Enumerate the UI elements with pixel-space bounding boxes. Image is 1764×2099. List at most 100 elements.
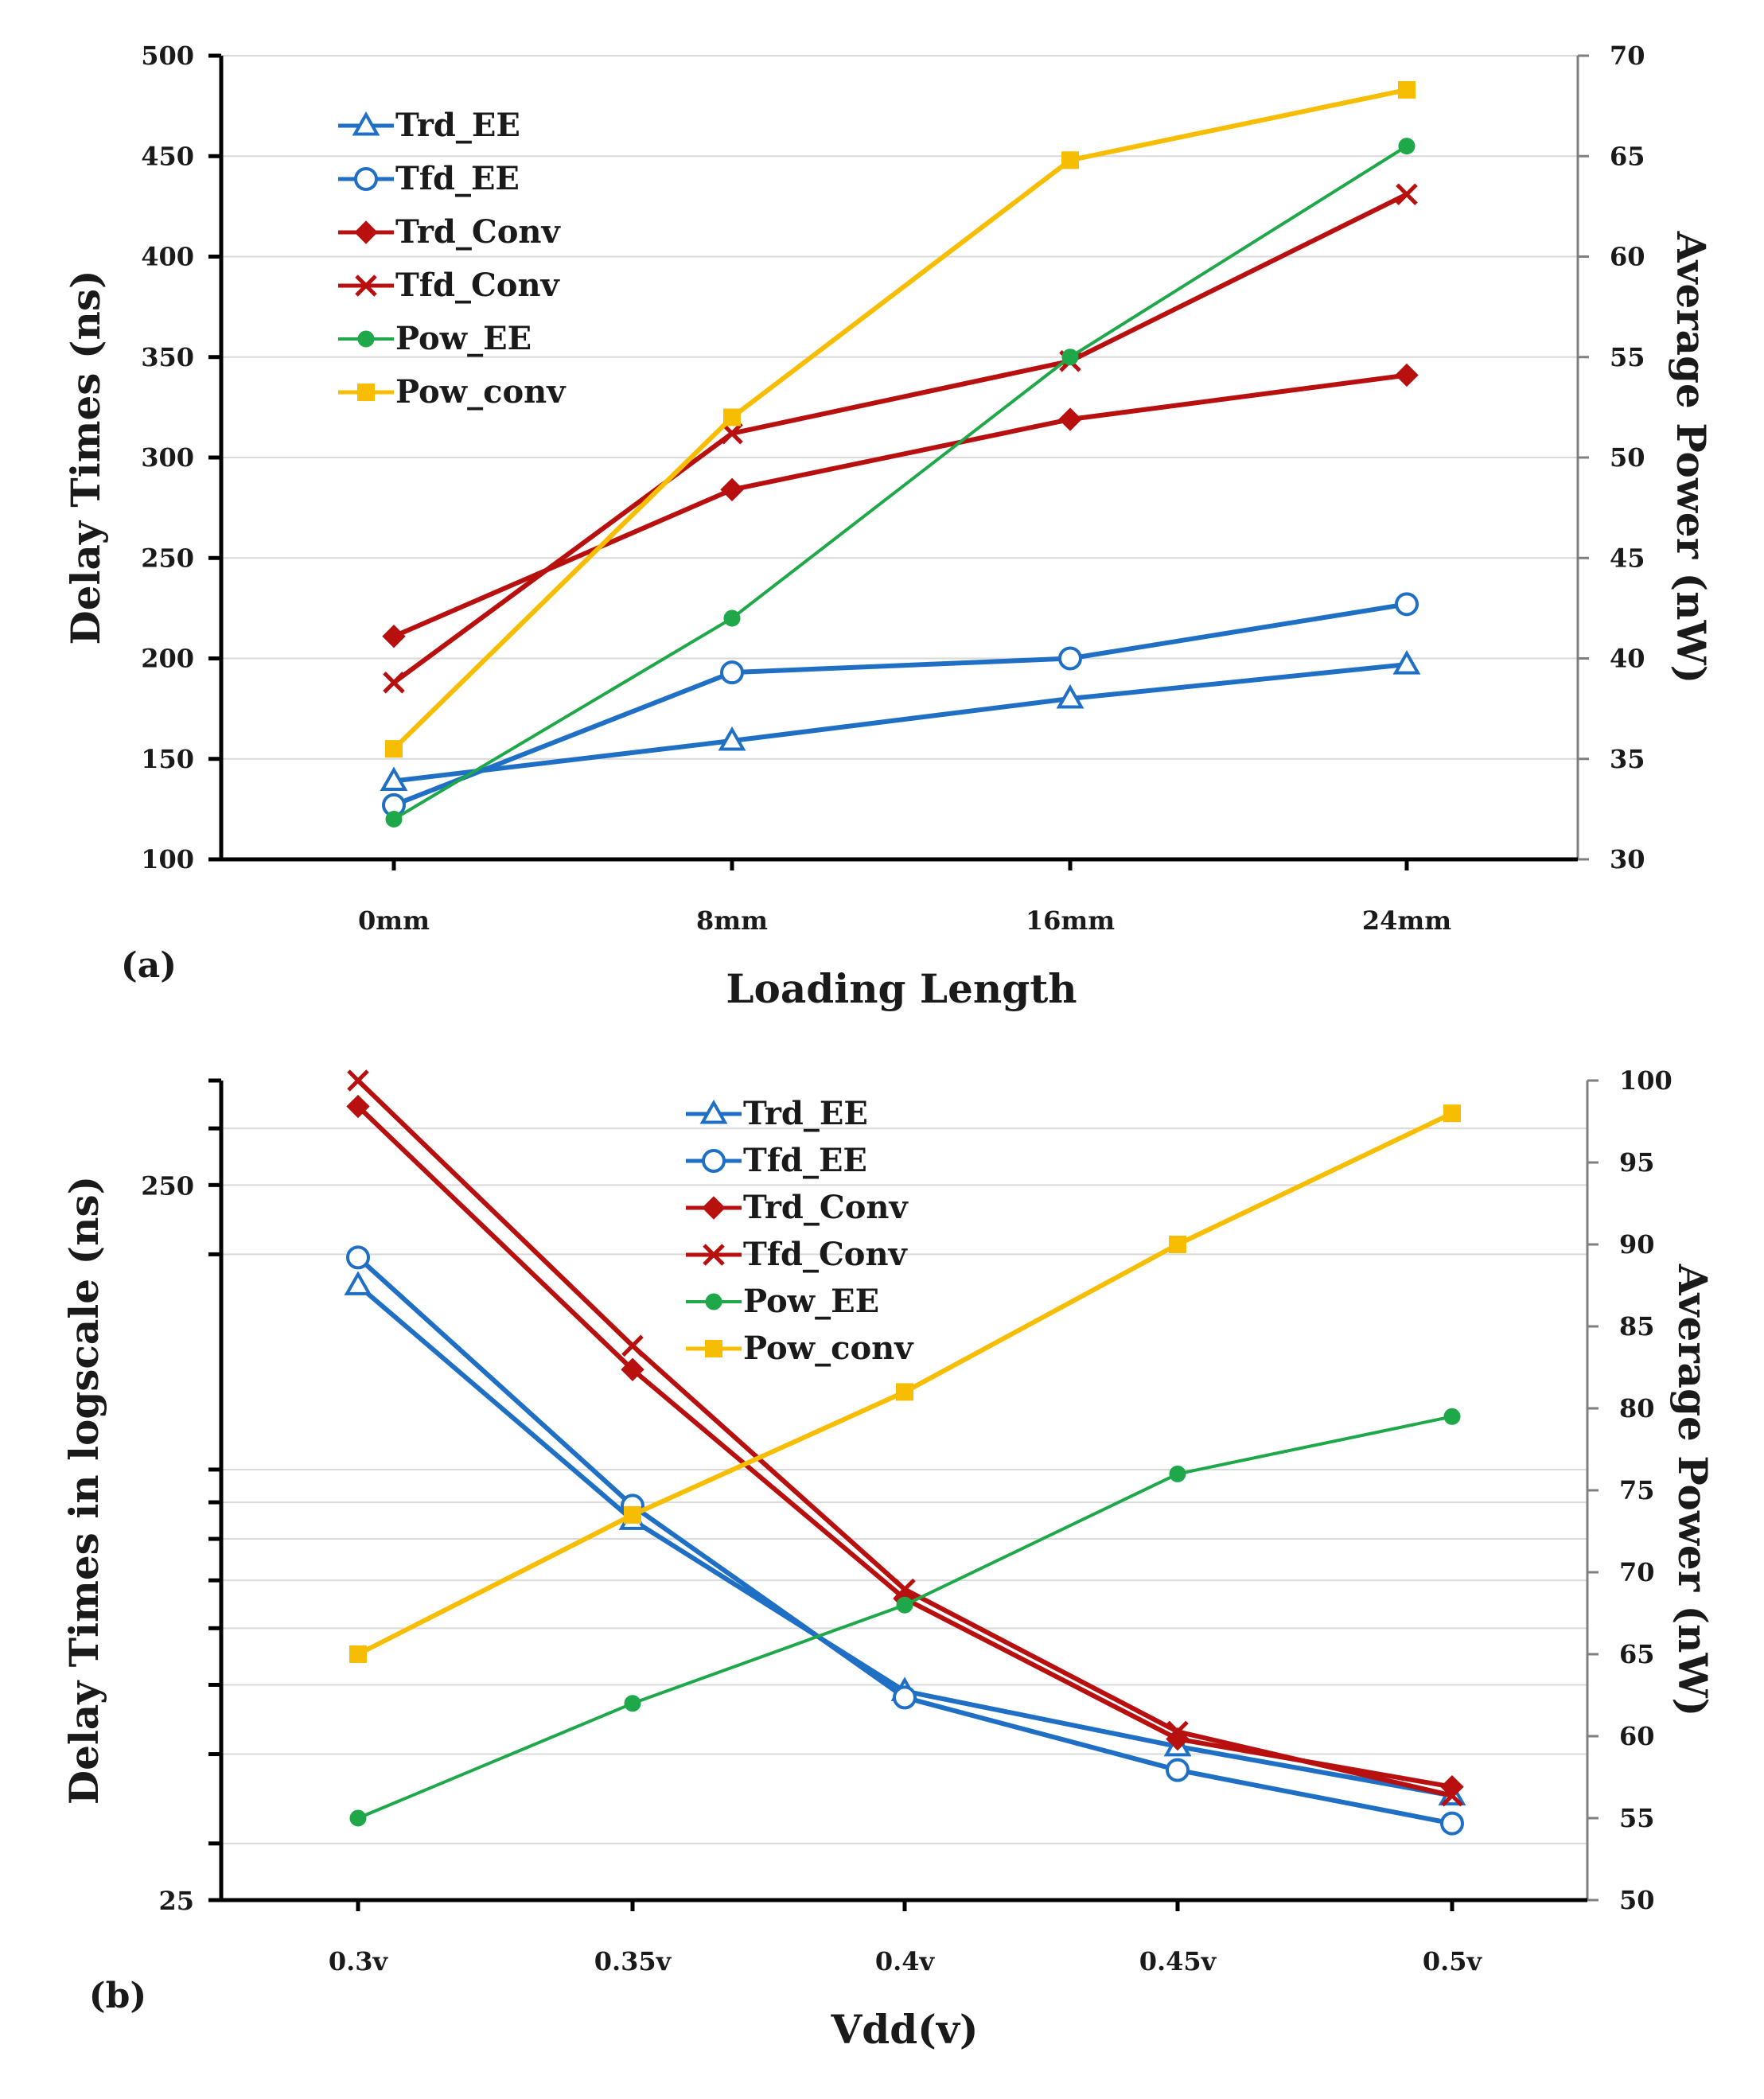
left-tick-label: 500 bbox=[141, 41, 194, 71]
chart-b-vdd: 50 55 60 65 70 75 80 85 90 95 100 Average Power (nW… bbox=[60, 1065, 1716, 2053]
series-line-Pow_EE bbox=[392, 144, 1408, 821]
legend: Trd_EE Tfd_EE Trd_Conv Tfd_Conv Pow_EE Pow_co… bbox=[686, 1095, 914, 1367]
left-tick-label: 250 bbox=[141, 1170, 194, 1201]
legend-label: Trd_EE bbox=[743, 1095, 868, 1132]
data-point-Pow_EE bbox=[1443, 1408, 1461, 1425]
x-axis: 0.3v 0.35v 0.4v 0.45v 0.5v bbox=[221, 1898, 1587, 1976]
legend: Trd_EE Tfd_EE Trd_Conv Tfd_Conv Pow_EE Pow_co… bbox=[338, 107, 567, 411]
left-tick-label: 200 bbox=[141, 644, 194, 674]
data-point-Pow_conv bbox=[624, 1505, 641, 1524]
data-point-Trd_Conv bbox=[382, 625, 406, 648]
legend-item: Tfd_EE bbox=[338, 160, 520, 197]
legend-marker bbox=[355, 275, 377, 297]
data-point-Tfd_Conv bbox=[721, 422, 743, 445]
legend-item: Trd_Conv bbox=[686, 1189, 909, 1226]
data-point-Tfd_Conv bbox=[1396, 183, 1418, 205]
right-tick-label: 95 bbox=[1619, 1147, 1655, 1178]
data-point-Pow_EE bbox=[723, 609, 741, 627]
legend-label: Trd_EE bbox=[395, 107, 520, 144]
legend-label: Tfd_Conv bbox=[395, 267, 561, 304]
data-point-Pow_conv bbox=[1061, 151, 1079, 169]
right-tick-label: 70 bbox=[1619, 1557, 1655, 1587]
left-tick-label: 450 bbox=[141, 141, 194, 171]
gridlines bbox=[221, 55, 1578, 760]
x-tick-label: 16mm bbox=[1026, 905, 1115, 936]
left-tick-label: 100 bbox=[141, 844, 194, 874]
legend-marker bbox=[699, 1099, 728, 1124]
data-point-Pow_EE bbox=[624, 1695, 641, 1712]
data-point-Pow_EE bbox=[896, 1596, 913, 1614]
right-tick-label: 55 bbox=[1610, 342, 1645, 372]
right-tick-label: 45 bbox=[1610, 543, 1645, 573]
legend-marker bbox=[354, 220, 378, 244]
series-line-Trd_EE bbox=[393, 662, 1408, 784]
right-tick-label: 65 bbox=[1610, 141, 1645, 171]
x-tick-label: 24mm bbox=[1362, 905, 1451, 936]
data-point-Pow_conv bbox=[1169, 1236, 1186, 1253]
panel-label: (b) bbox=[89, 1976, 146, 2016]
data-point-Tfd_Conv bbox=[1166, 1720, 1189, 1743]
x-tick-label: 0mm bbox=[358, 905, 430, 936]
legend-marker bbox=[357, 384, 375, 401]
legend-marker bbox=[354, 167, 378, 191]
data-point-Tfd_Conv bbox=[894, 1578, 916, 1601]
legend-item: Trd_Conv bbox=[338, 213, 561, 251]
right-axis-title: Average Power (nW) bbox=[1669, 1264, 1716, 1717]
data-point-Tfd_EE bbox=[1395, 592, 1419, 617]
data-point-Trd_EE bbox=[1056, 683, 1084, 709]
left-tick-label: 350 bbox=[141, 342, 194, 372]
legend-marker bbox=[702, 1196, 726, 1220]
right-tick-label: 60 bbox=[1610, 242, 1645, 272]
data-point-Pow_conv bbox=[385, 740, 403, 758]
data-point-Tfd_Conv bbox=[621, 1334, 644, 1357]
x-tick-label: 0.45v bbox=[1139, 1946, 1217, 1976]
x-axis-title: Vdd(v) bbox=[830, 2006, 978, 2053]
right-tick-label: 85 bbox=[1619, 1311, 1655, 1342]
data-point-Trd_EE bbox=[1392, 650, 1421, 675]
legend-item: Pow_conv bbox=[338, 373, 567, 411]
legend-marker bbox=[705, 1293, 722, 1310]
left-axis-title: Delay Times in logscale (ns) bbox=[60, 1176, 107, 1805]
right-axis: 50 55 60 65 70 75 80 85 90 95 100 bbox=[1586, 1065, 1672, 1915]
left-tick-label: 250 bbox=[141, 543, 194, 573]
data-point-Pow_EE bbox=[1398, 138, 1415, 155]
left-axis-title: Delay Times (ns) bbox=[62, 270, 109, 644]
legend-label: Tfd_EE bbox=[395, 160, 520, 197]
data-point-Pow_conv bbox=[896, 1383, 913, 1401]
data-point-Tfd_EE bbox=[1440, 1811, 1464, 1836]
legend-item: Tfd_EE bbox=[686, 1142, 867, 1179]
right-tick-label: 75 bbox=[1619, 1475, 1655, 1505]
legend-item: Tfd_Conv bbox=[338, 267, 561, 304]
left-tick-label: 400 bbox=[141, 242, 194, 272]
series-line-Pow_conv bbox=[391, 87, 1408, 751]
x-axis: 0mm 8mm 16mm 24mm bbox=[221, 857, 1578, 936]
legend-item: Pow_conv bbox=[686, 1330, 914, 1367]
legend-marker bbox=[352, 111, 380, 136]
legend-marker bbox=[703, 1244, 725, 1266]
right-tick-label: 50 bbox=[1619, 1885, 1655, 1915]
legend-label: Pow_conv bbox=[395, 373, 567, 411]
legend-item: Trd_EE bbox=[338, 107, 520, 144]
x-tick-label: 0.5v bbox=[1423, 1946, 1483, 1976]
data-point-Tfd_Conv bbox=[1441, 1784, 1463, 1807]
data-point-Pow_EE bbox=[1169, 1465, 1186, 1482]
data-point-Trd_EE bbox=[718, 726, 746, 751]
series-group bbox=[344, 1069, 1466, 1836]
series-group bbox=[380, 80, 1421, 828]
series-line-Trd_Conv bbox=[392, 372, 1408, 639]
data-point-Tfd_EE bbox=[1166, 1758, 1190, 1782]
legend-label: Pow_EE bbox=[743, 1283, 879, 1320]
data-point-Tfd_EE bbox=[346, 1245, 370, 1270]
x-tick-label: 0.35v bbox=[594, 1946, 672, 1976]
data-point-Pow_EE bbox=[349, 1809, 367, 1827]
right-axis: 30 35 40 45 50 55 60 65 70 bbox=[1576, 41, 1645, 874]
data-point-Tfd_Conv bbox=[383, 672, 405, 694]
data-point-Pow_EE bbox=[385, 811, 403, 828]
legend-marker bbox=[357, 330, 375, 348]
legend-item: Tfd_Conv bbox=[686, 1236, 909, 1273]
data-point-Trd_EE bbox=[380, 766, 408, 792]
series-line-Tfd_Conv bbox=[392, 192, 1408, 685]
legend-item: Pow_EE bbox=[686, 1283, 879, 1320]
x-tick-label: 8mm bbox=[696, 905, 768, 936]
